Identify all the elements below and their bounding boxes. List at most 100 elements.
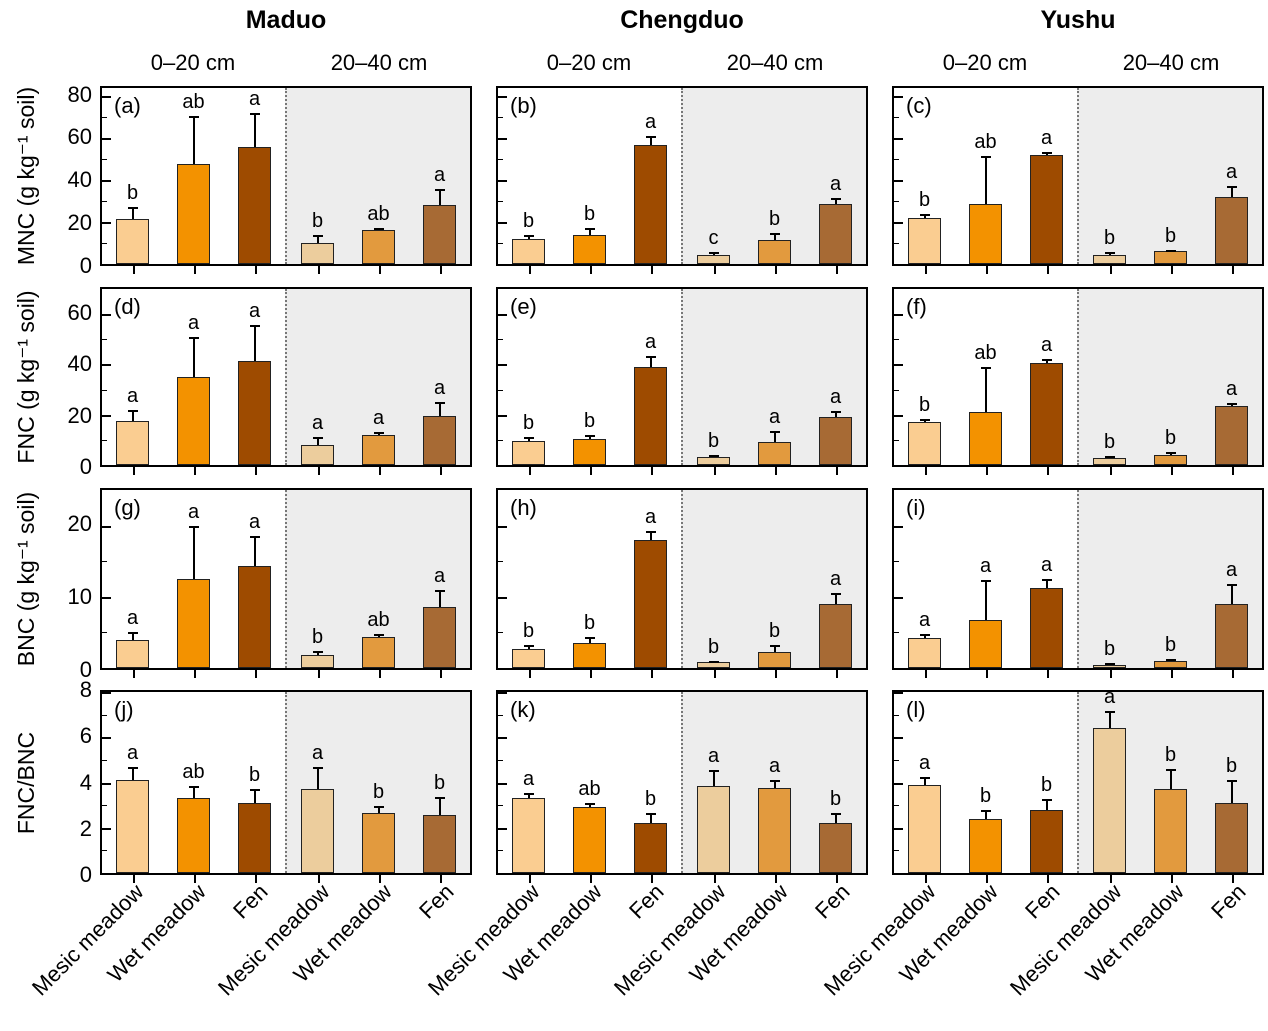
depth-half: b b a [681,490,866,678]
significance-letter: a [522,767,535,790]
y-tick [102,561,107,563]
error-bar [1104,663,1115,666]
y-tick [102,759,107,761]
y-tick-label: 8 [79,677,92,702]
y-tick [498,117,503,119]
bar-slot: a [894,490,955,678]
y-tick [894,805,899,807]
panels-group: (j) a ab b a b b (k) a ab b a a b (l) a b b a b b [100,687,1268,883]
bar-slot: b [955,692,1016,883]
bar-fen [238,802,271,873]
bar-slot: b [620,692,681,883]
error-bar [830,410,841,418]
y-tick [894,692,903,694]
significance-letter: a [768,406,781,429]
y-tick [894,314,903,317]
panel-tag: (k) [510,697,536,722]
x-label-slot: Fen [1202,875,1264,1027]
bar-slot: b [1079,289,1140,475]
bar-fen [423,205,456,264]
error-bar [127,207,138,219]
bar-wet-meadow [969,818,1002,873]
error-bar [769,431,780,443]
y-tick [894,596,903,599]
y-tick [498,525,507,528]
significance-letter: ab [367,203,390,226]
error-bar [312,234,323,244]
significance-letter: a [1040,554,1053,576]
error-bar [127,409,138,421]
depth-half: b ab a [894,289,1077,475]
error-bar [645,136,656,145]
significance-letter: a [187,500,200,523]
y-tick [498,222,507,225]
x-tick [132,467,135,475]
bar-wet-meadow [1154,454,1187,465]
bar-fen [819,823,852,873]
x-label-slot: Wet meadow [1081,875,1202,1027]
bar-wet-meadow [758,442,791,465]
panel-e: (e) b b a b a a [496,287,868,475]
depth-header-pair: 0–20 cm 20–40 cm [496,50,868,76]
bar-mesic-meadow [512,238,545,264]
error-bar [584,228,595,235]
significance-letter: a [187,311,200,334]
bar-slot: a [409,289,470,475]
x-tick [132,670,135,678]
error-bar [523,234,534,239]
x-tick [1046,467,1049,475]
x-tick [589,467,592,475]
x-tick [985,670,988,678]
bar-fen [238,146,271,264]
x-tick [378,670,381,678]
error-bar [127,632,138,640]
error-bar [1104,251,1115,255]
y-tick [102,180,111,183]
error-bar [1226,584,1237,604]
x-tick [1109,670,1112,678]
bar-slot: a [1016,289,1077,475]
x-tick [650,670,653,678]
y-axis-label: BNC (g kg⁻¹ soil) [13,491,39,667]
y-tick [102,222,111,225]
x-tick [317,875,320,883]
depth-half: a a a [102,289,285,475]
bar-mesic-meadow [512,648,545,668]
chart-rows: MNC (g kg⁻¹ soil) 0 20 40 60 80 (a) b ab a b ab a (b)… [0,82,1268,887]
y-tick [894,714,899,716]
bar-slot: a [1079,687,1140,883]
x-label-group: Mesic meadow Wet meadow Fen Mesic meadow Wet… [819,875,1264,1027]
significance-letter: b [1164,427,1177,450]
x-tick [713,467,716,475]
y-tick [498,714,503,716]
significance-letter: a [1103,686,1116,709]
site-column-header: Maduo [100,6,472,35]
error-bar [1226,780,1237,803]
error-bar [523,792,534,799]
y-tick [894,222,903,225]
bar-slot: a [224,88,285,274]
significance-letter: b [311,625,324,648]
bar-mesic-meadow [512,798,545,873]
x-tick [1170,266,1173,274]
bar-mesic-meadow [301,789,334,873]
bar-slot: b [744,490,805,678]
significance-letter: ab [182,91,205,114]
x-tick [835,266,838,274]
y-tick [498,782,507,785]
significance-letter: b [1103,638,1116,661]
bar-slot: a [744,692,805,883]
significance-letter: b [768,619,781,642]
significance-letter: a [918,608,931,631]
significance-letter: b [1164,633,1177,656]
significance-letter: b [583,409,596,432]
bar-fen [423,815,456,873]
x-tick [1170,875,1173,883]
error-bar [188,785,199,799]
bar-fen [423,607,456,668]
depth-headers-row: 0–20 cm 20–40 cm 0–20 cm 20–40 cm 0–20 cm 20–… [100,40,1268,86]
bar-slot: a [287,692,348,883]
panel-tag: (l) [906,697,926,722]
significance-letter: a [372,407,385,430]
y-tick [894,782,903,785]
